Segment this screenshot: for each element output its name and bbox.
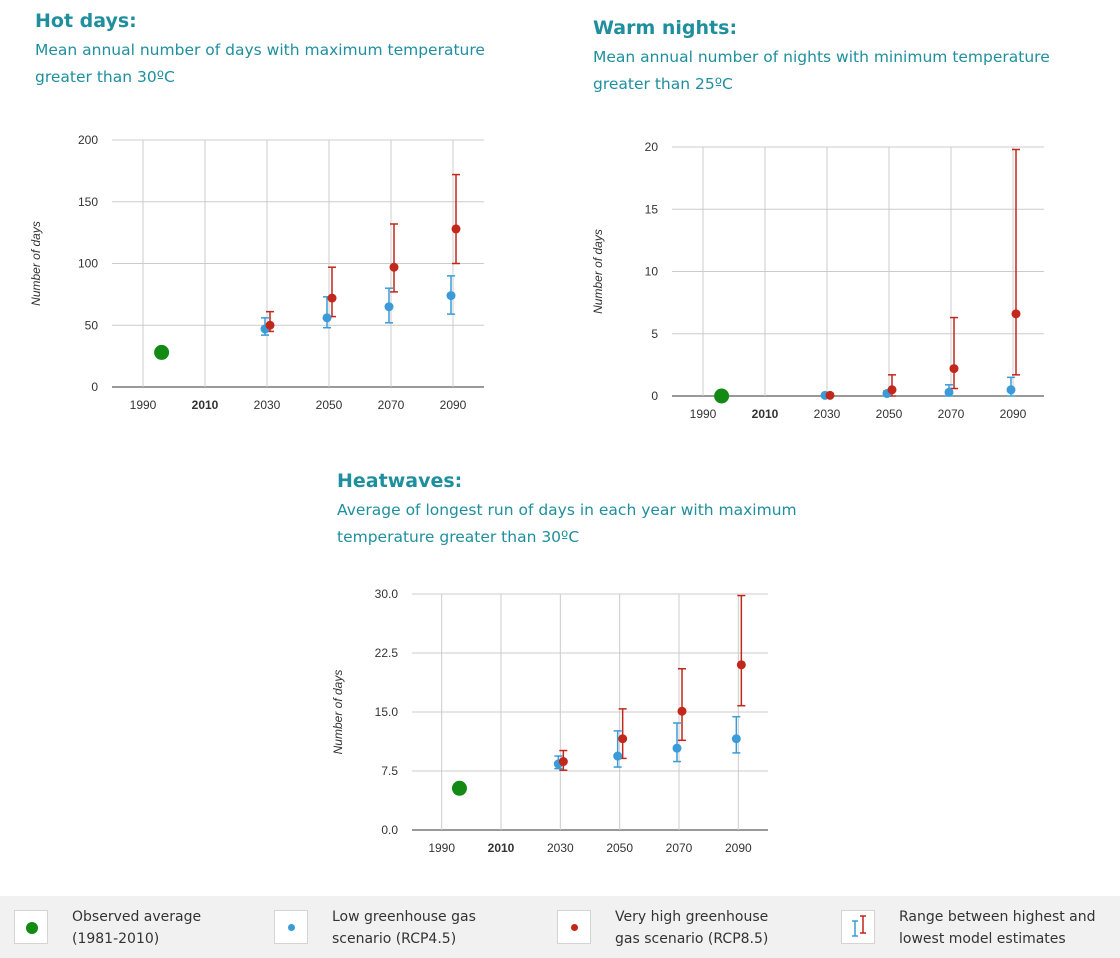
x-tick-label: 2050 bbox=[876, 407, 903, 421]
x-tick-label: 2010 bbox=[192, 398, 219, 412]
description-line: temperature greater than 30ºC bbox=[337, 528, 580, 546]
low-scenario-point bbox=[672, 743, 682, 753]
low-scenario-point bbox=[446, 291, 456, 301]
low-scenario-point bbox=[731, 734, 741, 744]
low-scenario-point bbox=[944, 387, 954, 397]
y-tick-label: 200 bbox=[78, 133, 98, 147]
high-scenario-point bbox=[736, 660, 746, 670]
red-dot-icon bbox=[571, 924, 578, 931]
x-tick-label: 1990 bbox=[428, 841, 455, 855]
y-tick-label: 100 bbox=[78, 257, 98, 271]
legend-label: Range between highest and lowest model e… bbox=[899, 906, 1096, 950]
y-tick-label: 10 bbox=[645, 265, 659, 279]
blue-dot-icon bbox=[288, 924, 295, 931]
legend-label-line: lowest model estimates bbox=[899, 931, 1066, 947]
y-tick-label: 0 bbox=[651, 389, 658, 403]
high-scenario-point bbox=[327, 293, 337, 303]
legend-label-line: gas scenario (RCP8.5) bbox=[615, 931, 769, 947]
high-scenario-point bbox=[949, 364, 959, 374]
description-line: greater than 30ºC bbox=[35, 68, 175, 86]
y-tick-label: 15 bbox=[645, 202, 659, 216]
x-tick-label: 2070 bbox=[938, 407, 965, 421]
legend-swatch bbox=[841, 910, 875, 944]
x-tick-label: 2070 bbox=[378, 398, 405, 412]
high-scenario-point bbox=[825, 390, 835, 400]
high-scenario-point bbox=[887, 385, 897, 395]
y-axis-label: Number of days bbox=[331, 670, 345, 755]
legend-label-line: Range between highest and bbox=[899, 909, 1096, 925]
x-tick-label: 2030 bbox=[547, 841, 574, 855]
x-tick-label: 2030 bbox=[254, 398, 281, 412]
description-line: Average of longest run of days in each y… bbox=[337, 501, 797, 519]
observed-average-point bbox=[714, 388, 730, 404]
low-scenario-point bbox=[613, 751, 623, 761]
legend-label: Low greenhouse gas scenario (RCP4.5) bbox=[332, 906, 476, 950]
panel-warm-nights: Warm nights: Mean annual number of night… bbox=[593, 17, 1050, 98]
high-scenario-point bbox=[1011, 309, 1021, 319]
x-tick-label: 1990 bbox=[130, 398, 157, 412]
panel-title: Hot days: bbox=[35, 10, 137, 32]
legend-label-line: scenario (RCP4.5) bbox=[332, 931, 457, 947]
range-bar-icon bbox=[852, 915, 866, 937]
observed-average-point bbox=[451, 780, 467, 796]
legend-label: Observed average (1981-2010) bbox=[72, 906, 201, 950]
x-tick-label: 2030 bbox=[814, 407, 841, 421]
high-scenario-point bbox=[389, 262, 399, 272]
y-axis-label: Number of days bbox=[591, 229, 605, 314]
x-tick-label: 2070 bbox=[666, 841, 693, 855]
x-tick-label: 1990 bbox=[690, 407, 717, 421]
panel-description: Mean annual number of days with maximum … bbox=[35, 37, 485, 91]
description-line: Mean annual number of days with maximum … bbox=[35, 41, 485, 59]
panel-description: Average of longest run of days in each y… bbox=[337, 497, 797, 551]
observed-average-point bbox=[154, 344, 170, 360]
high-scenario-point bbox=[558, 757, 568, 767]
x-tick-label: 2010 bbox=[752, 407, 779, 421]
x-tick-label: 2010 bbox=[488, 841, 515, 855]
description-line: greater than 25ºC bbox=[593, 75, 733, 93]
high-scenario-point bbox=[618, 734, 628, 744]
y-axis-label: Number of days bbox=[29, 221, 43, 306]
x-tick-label: 2090 bbox=[725, 841, 752, 855]
legend-label-line: Observed average bbox=[72, 909, 202, 925]
panel-hot-days: Hot days: Mean annual number of days wit… bbox=[35, 10, 485, 91]
legend-swatch bbox=[14, 910, 48, 944]
legend-swatch bbox=[274, 910, 308, 944]
legend: Observed average (1981-2010) Low greenho… bbox=[0, 896, 1120, 958]
x-tick-label: 2090 bbox=[1000, 407, 1027, 421]
legend-label-line: (1981-2010) bbox=[72, 931, 160, 947]
low-scenario-point bbox=[322, 313, 332, 323]
high-scenario-point bbox=[265, 320, 275, 330]
x-tick-label: 2090 bbox=[440, 398, 467, 412]
legend-swatch bbox=[557, 910, 591, 944]
y-tick-label: 15.0 bbox=[375, 705, 399, 719]
description-line: Mean annual number of nights with minimu… bbox=[593, 48, 1050, 66]
panel-heatwaves: Heatwaves: Average of longest run of day… bbox=[337, 470, 797, 551]
y-tick-label: 0 bbox=[91, 380, 98, 394]
panel-title: Heatwaves: bbox=[337, 470, 463, 492]
y-tick-label: 30.0 bbox=[375, 587, 399, 601]
high-scenario-point bbox=[451, 224, 461, 234]
low-scenario-point bbox=[1006, 385, 1016, 395]
low-scenario-point bbox=[384, 302, 394, 312]
y-tick-label: 5 bbox=[651, 327, 658, 341]
y-tick-label: 150 bbox=[78, 195, 98, 209]
x-tick-label: 2050 bbox=[606, 841, 633, 855]
legend-label: Very high greenhouse gas scenario (RCP8.… bbox=[615, 906, 768, 950]
legend-label-line: Very high greenhouse bbox=[615, 909, 769, 925]
y-tick-label: 20 bbox=[645, 140, 659, 154]
y-tick-label: 50 bbox=[85, 318, 99, 332]
panel-title: Warm nights: bbox=[593, 17, 738, 39]
y-tick-label: 22.5 bbox=[375, 646, 399, 660]
y-tick-label: 7.5 bbox=[381, 764, 398, 778]
green-dot-icon bbox=[26, 922, 38, 934]
y-tick-label: 0.0 bbox=[381, 823, 398, 837]
x-tick-label: 2050 bbox=[316, 398, 343, 412]
legend-label-line: Low greenhouse gas bbox=[332, 909, 476, 925]
high-scenario-point bbox=[677, 706, 687, 716]
panel-description: Mean annual number of nights with minimu… bbox=[593, 44, 1050, 98]
